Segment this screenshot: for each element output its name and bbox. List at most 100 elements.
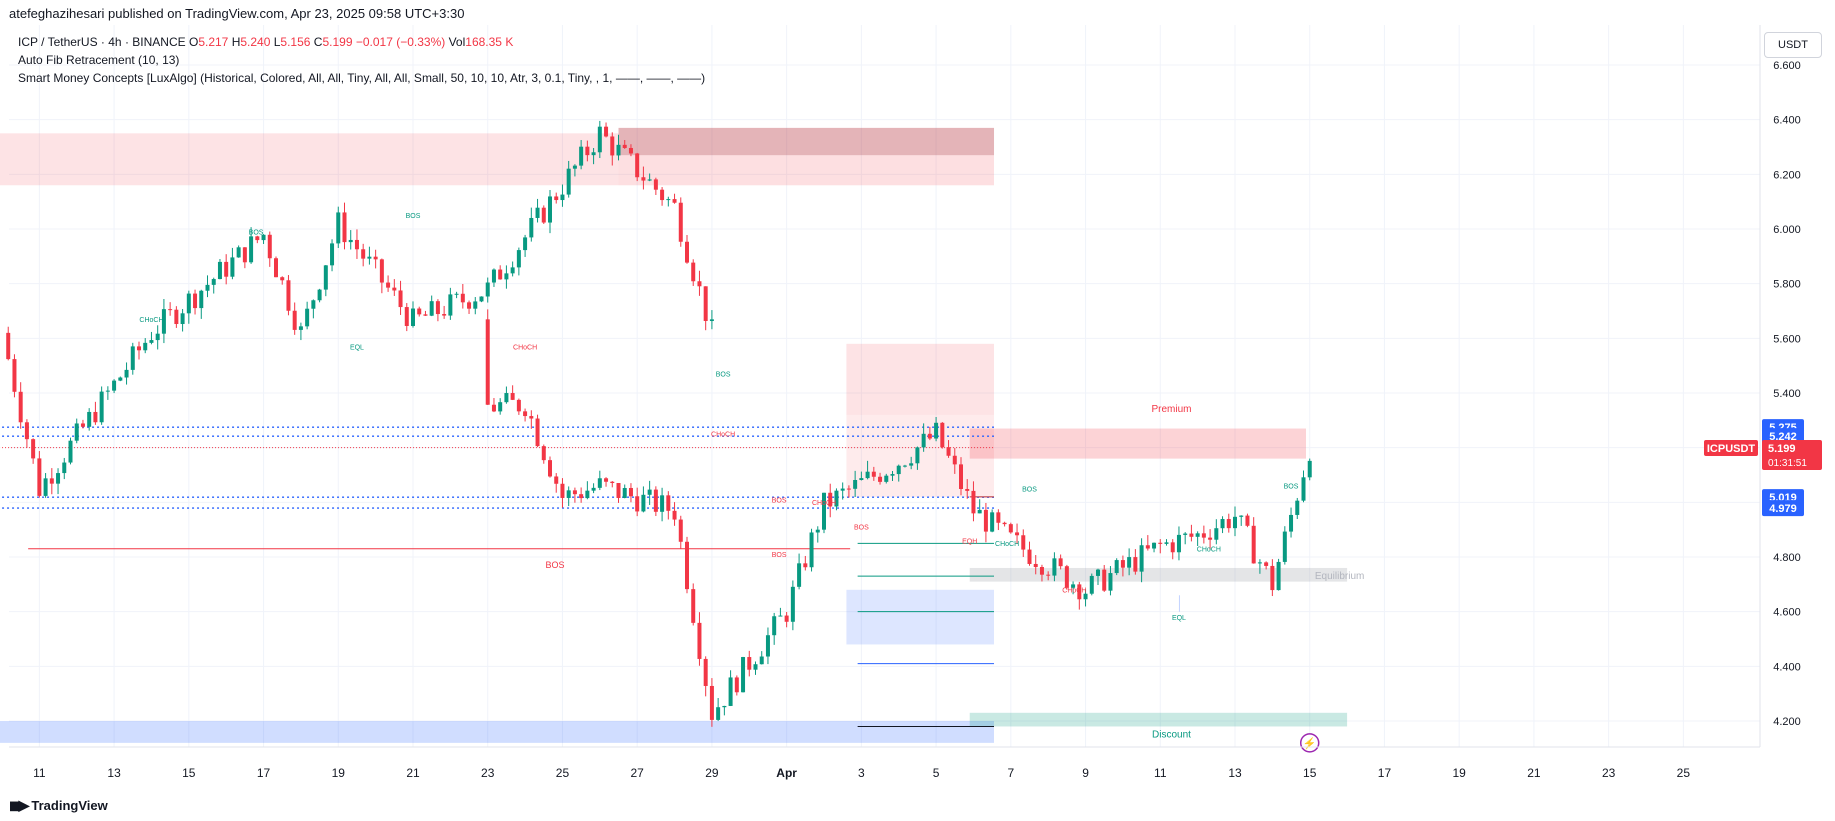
candle-body [610,136,615,156]
price-tick-label: 4.600 [1773,607,1801,619]
candle-body [548,196,552,223]
candle-body [292,310,297,330]
candle-body [572,165,577,169]
candle-body [498,402,503,412]
time-tick-label: 23 [481,766,495,780]
structure-label: CHoCH [1062,588,1086,595]
candle-body [37,458,42,496]
chart-legend: ICP / TetherUS · 4h · BINANCE O5.217 H5.… [18,33,705,87]
candle-body [1145,545,1150,549]
candle-body [977,509,982,514]
candle-body [934,422,939,439]
symbol-price-tag-text: ICPUSDT [1707,443,1756,455]
time-tick-label: 11 [1154,766,1167,780]
candle-body [330,243,335,266]
candle-body [1170,542,1175,553]
candle-body [1021,535,1026,550]
premium-label: Premium [1151,404,1191,415]
candle-body [1295,500,1300,515]
candle-body [491,404,496,412]
candle-body [1033,563,1038,568]
candle-body [1152,542,1157,549]
candle-body [840,488,845,491]
structure-label: EQH [962,538,977,545]
candle-body [1008,524,1013,533]
candle-body [778,615,783,617]
time-tick-label: Apr [776,766,797,780]
time-tick-label: 11 [33,766,46,780]
candle-body [404,307,409,326]
candle-body [921,433,926,448]
indicator-fib[interactable]: Auto Fib Retracement (10, 13) [18,53,180,67]
candle-body [529,416,534,419]
candle-body [1226,519,1231,529]
candle-body [554,196,559,201]
discount-zone [969,712,1348,727]
candle-body [280,277,285,281]
candle-body [435,301,440,315]
premium-zone-lower [846,414,995,497]
candle-body [1102,569,1107,591]
candle-body [99,391,104,423]
last-price-label [1762,439,1822,470]
candle-body [703,286,708,322]
currency-button[interactable]: USDT [1764,32,1822,58]
structure-label: CHoCH [1197,547,1221,554]
candle-body [467,302,472,309]
candle-body [336,212,341,244]
indicator-smc[interactable]: Smart Money Concepts [LuxAlgo] (Historic… [18,71,706,85]
close-label: C [313,35,323,49]
structure-label: CHoCH [812,500,836,507]
candle-body [560,194,565,201]
candle-body [672,199,677,203]
candle-body [1096,569,1100,576]
candle-body [541,207,546,223]
structure-label: EQL [1172,615,1186,622]
structure-label: BOS [854,525,869,532]
candle-body [815,529,820,533]
candle-body [1046,574,1051,576]
candle-body [68,440,73,463]
candle-body [666,495,671,511]
candle-body [940,422,945,448]
candle-body [1015,532,1020,536]
publisher-header: atefeghazihesari published on TradingVie… [9,6,465,21]
price-tick-label: 5.400 [1773,388,1801,400]
candle-body [62,462,67,474]
candle-body [685,541,689,590]
candle-body [193,293,198,309]
tradingview-logo-icon: ◼▶ [9,797,29,813]
time-tick-label: 19 [332,766,346,780]
candle-body [143,342,148,351]
candle-body [1083,593,1088,600]
countdown-text: 01:31:51 [1768,458,1807,469]
candle-body [685,241,689,263]
structure-label: BOS [406,213,421,220]
candle-body [890,474,895,476]
price-tick-label: 4.400 [1773,661,1801,673]
candle-body [622,144,627,148]
candle-body [485,282,490,297]
candle-body [635,153,640,178]
candle-body [803,563,808,568]
candle-body [990,512,995,532]
open-label: O [188,35,199,49]
candle-body [1039,567,1044,575]
candle-body [498,269,503,280]
candle-body [959,464,963,489]
time-tick-label: 13 [107,766,121,780]
time-tick-label: 17 [257,766,271,780]
candle-body [1289,514,1294,532]
structure-label: CHoCH [995,541,1019,548]
candle-body [105,390,110,392]
candle-body [529,217,534,238]
candle-body [1264,562,1269,566]
candle-body [548,460,552,477]
candle-body [1114,560,1119,574]
candle-body [361,249,366,259]
symbol-label[interactable]: ICP / TetherUS · 4h · BINANCE [18,35,186,49]
candle-body [454,293,459,295]
time-tick-label: 23 [1602,766,1616,780]
candle-body [554,476,559,484]
